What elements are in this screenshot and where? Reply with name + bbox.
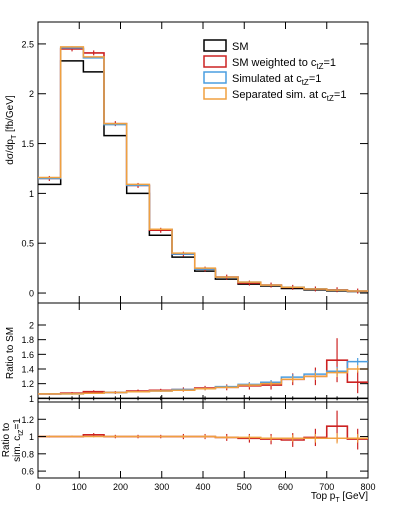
ratio-sm-ytick-label-0: 1: [29, 394, 34, 404]
ratio-sm-ytick-label-1: 1.2: [21, 379, 34, 389]
main-ylabel-main: dσ/dp: [5, 139, 16, 165]
main-ytick-label-0: 0: [29, 289, 34, 299]
ratio-sim-ytick-label-3: 1.2: [21, 415, 34, 425]
legend-label-reweighted-prefix: SM weighted to c: [232, 57, 317, 69]
ratio-sim-ylabel-line2-sub: tZ: [18, 429, 25, 436]
legend-swatch-simulated: [203, 71, 227, 84]
main-ytick-label-2: 1: [29, 189, 34, 199]
legend-label-reweighted-suffix: =1: [323, 57, 336, 69]
ratio-sim-ylabel-line2-suffix: =1: [12, 418, 23, 430]
ratio-sm-ytick-label-5: 2: [29, 321, 34, 331]
main-ytick-label-5: 2.5: [21, 39, 34, 49]
main-ylabel-unit: [fb/GeV]: [5, 95, 16, 135]
x-axis-label-sub: T: [335, 497, 340, 504]
legend-swatch-reweighted: [203, 55, 227, 68]
legend: SM SM weighted to ctZ=1 Simulated at ctZ…: [203, 39, 346, 103]
main-ytick-label-4: 2: [29, 89, 34, 99]
ratio-sm-ytick-label-4: 1.8: [21, 335, 34, 345]
xtick-label-1: 100: [72, 482, 87, 492]
x-axis-label: Top pT [GeV]: [311, 491, 368, 504]
legend-swatch-separated: [203, 87, 227, 100]
main-ylabel: dσ/dpT [fb/GeV]: [5, 95, 18, 165]
xtick-label-8: 800: [360, 482, 375, 492]
ratio-sim-ylabel-line2: sim. ctZ=1: [12, 418, 25, 462]
main-ylabel-sub: T: [11, 134, 18, 139]
main-ytick-label-3: 1.5: [21, 139, 34, 149]
legend-label-simulated-prefix: Simulated at c: [232, 73, 302, 85]
legend-label-separated: Separated sim. at ctZ=1: [232, 89, 346, 103]
legend-swatch-sm: [203, 39, 227, 52]
xtick-label-5: 500: [237, 482, 252, 492]
axes: 0 0.5 1 1.5 2 2.5 1 1.2 1.4 1.6 1.8 2 0.6 0.8 1 1.2 0 100…: [21, 22, 376, 492]
legend-label-simulated-suffix: =1: [309, 73, 322, 85]
xtick-label-6: 600: [278, 482, 293, 492]
xtick-label-0: 0: [35, 482, 40, 492]
legend-label-simulated: Simulated at ctZ=1: [232, 73, 321, 87]
ratio-sim-series-3-line: [38, 435, 368, 440]
xtick-label-4: 400: [195, 482, 210, 492]
ratio-sm-ylabel: Ratio to SM: [5, 327, 16, 379]
legend-label-simulated-sub: tZ: [302, 78, 309, 87]
xtick-label-3: 300: [154, 482, 169, 492]
ratio-sm-ytick-label-3: 1.6: [21, 350, 34, 360]
ratio-sm-ytick-label-2: 1.4: [21, 365, 34, 375]
ratio-sim-panel-frame: [37, 401, 369, 479]
main-series-1-line: [38, 48, 368, 292]
xtick-label-2: 200: [113, 482, 128, 492]
main-panel: [38, 46, 368, 294]
x-axis-label-suffix: [GeV]: [340, 491, 369, 502]
ratio-sim-panel: [38, 410, 368, 450]
legend-label-reweighted-sub: tZ: [316, 62, 323, 71]
xtick-label-7: 700: [319, 482, 334, 492]
x-axis-label-prefix: Top p: [311, 491, 336, 502]
ratio-sim-ylabel-line1: Ratio to: [1, 422, 12, 457]
legend-label-reweighted: SM weighted to ctZ=1: [232, 57, 336, 71]
ratio-sim-ylabel-line2-prefix: sim. c: [12, 436, 23, 462]
legend-label-separated-sub: tZ: [327, 94, 334, 103]
ratio-sim-ytick-label-1: 0.8: [21, 449, 34, 459]
ratio-sim-ytick-label-2: 1: [29, 432, 34, 442]
ratio-sim-ytick-label-0: 0.6: [21, 467, 34, 477]
main-series-3-line: [38, 46, 368, 292]
ratio-sm-panel-frame: [37, 302, 369, 403]
legend-label-separated-prefix: Separated sim. at c: [232, 89, 327, 101]
legend-label-sm: SM: [232, 41, 249, 53]
main-ytick-label-1: 0.5: [21, 239, 34, 249]
ratio-sm-panel: [38, 338, 368, 401]
legend-label-separated-suffix: =1: [334, 89, 347, 101]
ratio-sm-series-3-line: [38, 368, 368, 395]
